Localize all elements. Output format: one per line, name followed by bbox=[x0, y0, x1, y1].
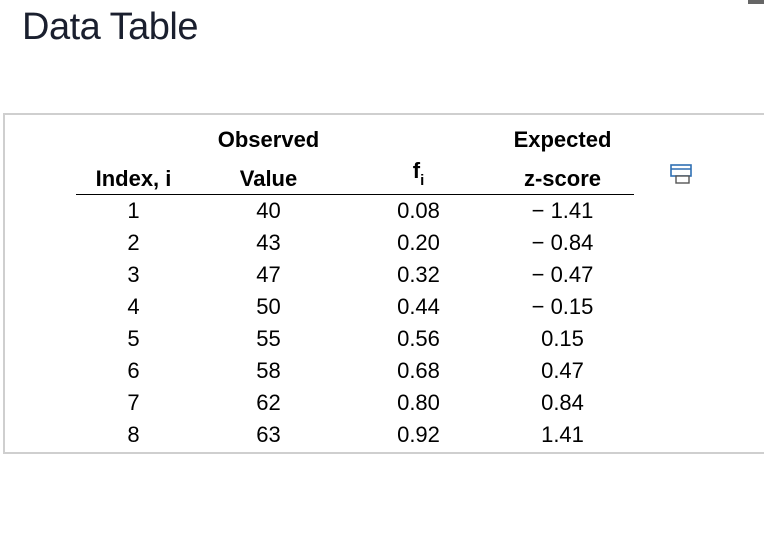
cell-z-score: − 0.47 bbox=[531, 262, 594, 288]
cell-z-score: − 1.41 bbox=[531, 198, 594, 224]
cell-index: 7 bbox=[127, 390, 140, 416]
cell-index: 1 bbox=[127, 198, 140, 224]
cell-observed: 58 bbox=[256, 358, 281, 384]
cell-observed: 63 bbox=[256, 422, 281, 448]
cell-observed: 40 bbox=[256, 198, 281, 224]
table-row: 2 43 0.20 − 0.84 bbox=[76, 227, 634, 259]
cell-index: 2 bbox=[127, 230, 140, 256]
copy-to-clipboard-icon[interactable] bbox=[670, 163, 692, 185]
cell-z-score: 0.47 bbox=[541, 358, 584, 384]
cell-fi: 0.20 bbox=[397, 230, 440, 256]
cell-z-score: − 0.84 bbox=[531, 230, 594, 256]
table-row: 3 47 0.32 − 0.47 bbox=[76, 259, 634, 291]
table-row: 8 63 0.92 1.41 bbox=[76, 419, 634, 451]
cell-index: 5 bbox=[127, 326, 140, 352]
cell-observed: 47 bbox=[256, 262, 281, 288]
data-table: Observed Expected Index, i Value fi z-sc… bbox=[76, 124, 634, 451]
header-fi-spacer bbox=[346, 124, 491, 155]
cell-z-score: 0.15 bbox=[541, 326, 584, 352]
window-corner-marker bbox=[748, 0, 764, 4]
header-fi: fi bbox=[346, 155, 491, 196]
cell-observed: 50 bbox=[256, 294, 281, 320]
header-index-line1 bbox=[76, 124, 191, 155]
data-table-panel bbox=[3, 113, 764, 454]
cell-fi: 0.08 bbox=[397, 198, 440, 224]
header-row-top: Observed Expected bbox=[76, 124, 634, 155]
cell-index: 3 bbox=[127, 262, 140, 288]
header-expected: z-score bbox=[491, 155, 634, 196]
header-row-bottom: Index, i Value fi z-score bbox=[76, 155, 634, 196]
cell-fi: 0.32 bbox=[397, 262, 440, 288]
copy-icon-graphic bbox=[670, 164, 692, 184]
header-observed-line1: Observed bbox=[217, 127, 320, 152]
cell-z-score: 1.41 bbox=[541, 422, 584, 448]
header-observed: Value bbox=[191, 155, 346, 196]
table-row: 5 55 0.56 0.15 bbox=[76, 323, 634, 355]
cell-observed: 62 bbox=[256, 390, 281, 416]
header-index: Index, i bbox=[76, 155, 191, 196]
cell-index: 4 bbox=[127, 294, 140, 320]
table-row: 6 58 0.68 0.47 bbox=[76, 355, 634, 387]
cell-fi: 0.80 bbox=[397, 390, 440, 416]
cell-fi: 0.92 bbox=[397, 422, 440, 448]
table-row: 1 40 0.08 − 1.41 bbox=[76, 195, 634, 228]
cell-z-score: − 0.15 bbox=[531, 294, 594, 320]
table-row: 7 62 0.80 0.84 bbox=[76, 387, 634, 419]
header-expected-line1: Expected bbox=[513, 127, 612, 152]
cell-fi: 0.44 bbox=[397, 294, 440, 320]
cell-index: 6 bbox=[127, 358, 140, 384]
table-row: 4 50 0.44 − 0.15 bbox=[76, 291, 634, 323]
cell-fi: 0.68 bbox=[397, 358, 440, 384]
header-fi-base: f bbox=[412, 158, 421, 183]
header-fi-subscript: i bbox=[420, 172, 425, 190]
cell-z-score: 0.84 bbox=[541, 390, 584, 416]
cell-observed: 55 bbox=[256, 326, 281, 352]
cell-observed: 43 bbox=[256, 230, 281, 256]
cell-fi: 0.56 bbox=[397, 326, 440, 352]
page-title: Data Table bbox=[22, 6, 198, 48]
cell-index: 8 bbox=[127, 422, 140, 448]
